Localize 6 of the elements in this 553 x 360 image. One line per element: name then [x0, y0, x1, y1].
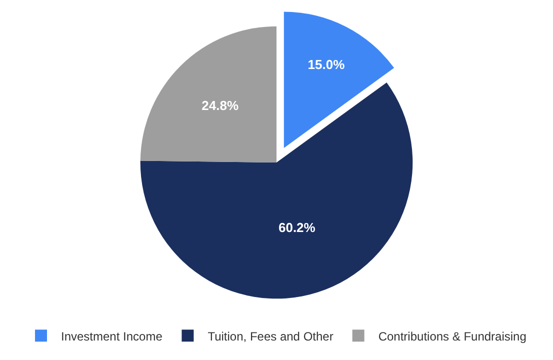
data-label: 60.2% — [278, 220, 316, 235]
data-label: 24.8% — [202, 98, 239, 114]
data-label: 15.0% — [308, 57, 346, 72]
legend-label: Investment Income — [61, 329, 163, 344]
legend-label: Tuition, Fees and Other — [208, 329, 334, 344]
legend-label: Contributions & Fundraising — [378, 329, 526, 344]
